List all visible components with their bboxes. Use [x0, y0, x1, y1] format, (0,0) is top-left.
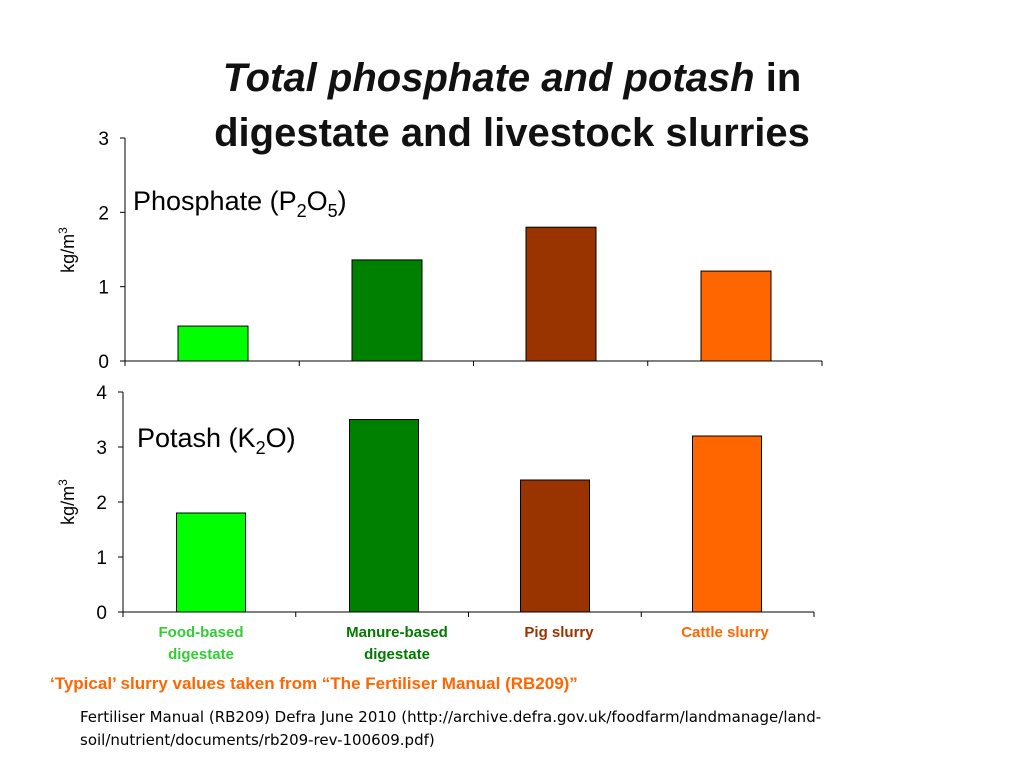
category-label-line2: digestate — [168, 646, 234, 663]
y-tick-label: 0 — [96, 603, 107, 624]
y-tick-label: 4 — [96, 383, 107, 404]
slide-title-line1: Total phosphate and potash in — [0, 58, 1024, 98]
category-label: Food-based — [159, 624, 244, 641]
y-tick-label: 1 — [98, 278, 109, 299]
source-note: ‘Typical’ slurry values taken from “The … — [50, 674, 578, 693]
bar — [700, 270, 772, 362]
y-tick-label: 2 — [98, 203, 109, 224]
bar — [520, 479, 590, 613]
bar — [349, 419, 419, 613]
bar — [176, 512, 246, 613]
y-tick-label: 3 — [98, 129, 109, 150]
category-labels: Food-based digestate Manure-based digestate… — [159, 624, 770, 663]
y-tick-label: 2 — [96, 493, 107, 514]
y-axis-label: kg/m3 — [56, 479, 78, 525]
title-rest: in — [754, 56, 802, 100]
y-tick-label: 0 — [98, 352, 109, 373]
category-label: Pig slurry — [524, 624, 594, 641]
category-label-line2: digestate — [364, 646, 430, 663]
bar — [177, 325, 249, 362]
bar — [525, 226, 597, 362]
category-label: Manure-based — [346, 624, 448, 641]
bar — [351, 259, 423, 362]
reference-text: Fertiliser Manual (RB209) Defra June 201… — [80, 708, 822, 749]
y-axis-label: kg/m3 — [56, 227, 78, 273]
category-label: Cattle slurry — [681, 624, 769, 641]
phosphate-chart: 0 1 2 3 kg/m3 Phosphate (P2O5) — [56, 129, 823, 373]
chart-title: Phosphate (P2O5) — [133, 186, 347, 221]
y-tick-label: 3 — [96, 438, 107, 459]
title-italic: Total phosphate and potash — [222, 56, 755, 100]
bar — [692, 435, 762, 613]
y-tick-label: 1 — [96, 548, 107, 569]
potash-chart: 0 1 2 3 4 kg/m3 Potash (K2O) — [56, 383, 815, 624]
slide-title-line2: digestate and livestock slurries — [214, 111, 810, 155]
chart-title: Potash (K2O) — [137, 423, 296, 458]
